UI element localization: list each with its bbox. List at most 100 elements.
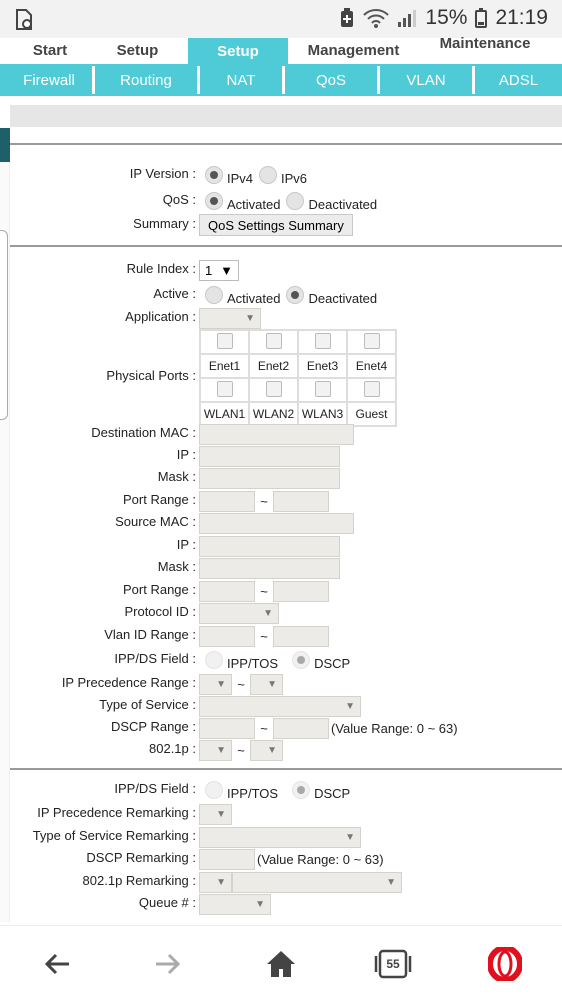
opera-menu-button[interactable] xyxy=(485,944,525,984)
dot1p-remark-extra-select[interactable]: ▼ xyxy=(232,871,402,893)
subtab-nat[interactable]: NAT xyxy=(197,66,282,94)
subtab-routing[interactable]: Routing xyxy=(92,66,197,94)
rule-deactivated-label: Deactivated xyxy=(308,290,378,306)
ipv6-radio[interactable] xyxy=(259,166,278,184)
subtab-firewall[interactable]: Firewall xyxy=(23,71,75,89)
subtab-vlan[interactable]: VLAN xyxy=(377,66,472,94)
dest-port-range-row: Port Range : ~ xyxy=(10,490,562,512)
dscp-remark-input[interactable] xyxy=(199,848,255,870)
ip-prec-start-select[interactable]: ▼ xyxy=(199,673,232,695)
queue-row: Queue # : ▼ xyxy=(10,893,562,915)
tab-setup[interactable]: Setup xyxy=(116,41,159,59)
dest-port-start-input[interactable] xyxy=(199,490,255,512)
battery-percent: 15% xyxy=(425,6,468,29)
source-port-start-input[interactable] xyxy=(199,580,255,602)
dest-mask-input[interactable] xyxy=(199,467,340,489)
dest-ip-input[interactable] xyxy=(199,445,340,467)
wlan1-label: WLAN1 xyxy=(199,401,250,427)
wlan3-checkbox[interactable] xyxy=(314,380,331,397)
protocol-id-label: Protocol ID : xyxy=(124,604,196,619)
battery-saver-icon xyxy=(341,8,354,27)
wlan1-checkbox[interactable] xyxy=(216,380,233,397)
side-drawer-handle[interactable] xyxy=(0,230,8,420)
source-mac-label: Source MAC : xyxy=(115,514,196,529)
remark-ipp-tos-radio[interactable] xyxy=(205,781,223,799)
guest-label: Guest xyxy=(346,401,397,427)
vlan-id-range-label: Vlan ID Range : xyxy=(104,627,196,642)
qos-deactivated-radio[interactable] xyxy=(286,192,305,210)
guest-checkbox[interactable] xyxy=(363,380,380,397)
enet2-checkbox[interactable] xyxy=(265,332,282,349)
qos-label: QoS : xyxy=(162,192,196,207)
dscp-remark-row: DSCP Remarking : (Value Range: 0 ~ 63) xyxy=(10,848,562,870)
source-port-range-row: Port Range : ~ xyxy=(10,580,562,602)
rule-index-select[interactable]: 1 ▼ xyxy=(199,259,239,281)
ip-prec-remark-select[interactable]: ▼ xyxy=(199,803,232,825)
application-select[interactable]: ▼ xyxy=(199,307,261,329)
ip-prec-end-select[interactable]: ▼ xyxy=(250,673,283,695)
dscp-range-label: DSCP Range : xyxy=(110,719,196,734)
enet4-checkbox[interactable] xyxy=(363,332,380,349)
queue-select[interactable]: ▼ xyxy=(199,893,271,915)
enet3-checkbox[interactable] xyxy=(314,332,331,349)
dot1p-label: 802.1p : xyxy=(149,741,196,756)
protocol-id-row: Protocol ID : ▼ xyxy=(10,602,562,624)
home-button[interactable] xyxy=(261,944,301,984)
protocol-id-select[interactable]: ▼ xyxy=(199,602,279,624)
source-ip-label: IP : xyxy=(176,537,196,552)
battery-icon xyxy=(475,8,488,28)
qos-settings-summary-button[interactable]: QoS Settings Summary xyxy=(199,214,353,236)
ipp-tos-label: IPP/TOS xyxy=(227,655,279,671)
source-ip-input[interactable] xyxy=(199,535,340,557)
dot1p-remark-label: 802.1p Remarking : xyxy=(82,873,196,888)
ipv6-label: IPv6 xyxy=(281,170,308,186)
tos-remark-label: Type of Service Remarking : xyxy=(32,828,196,843)
ip-prec-range-row: IP Precedence Range : ▼ ~ ▼ xyxy=(10,673,562,695)
ipp-tos-radio[interactable] xyxy=(205,651,223,669)
enet1-checkbox[interactable] xyxy=(216,332,233,349)
dot1p-end-select[interactable]: ▼ xyxy=(250,739,283,761)
rule-deactivated-radio[interactable] xyxy=(286,286,305,304)
home-icon xyxy=(267,951,295,977)
tab-management[interactable]: Management xyxy=(307,41,400,59)
tabs-button[interactable]: 55 xyxy=(373,944,413,984)
remark-dscp-radio[interactable] xyxy=(292,781,311,799)
ipv4-radio[interactable] xyxy=(205,166,223,184)
dscp-remark-label: DSCP Remarking : xyxy=(86,850,196,865)
subtab-adsl[interactable]: ADSL xyxy=(472,66,562,94)
source-mac-input[interactable] xyxy=(199,512,354,534)
dest-mask-label: Mask : xyxy=(157,469,196,484)
side-strip xyxy=(0,162,10,922)
dot1p-start-select[interactable]: ▼ xyxy=(199,739,232,761)
subtab-qos[interactable]: QoS xyxy=(282,66,377,94)
vlan-id-start-input[interactable] xyxy=(199,625,255,647)
back-button[interactable] xyxy=(37,944,77,984)
dot1p-remark-select[interactable]: ▼ xyxy=(199,871,232,893)
tab-maintenance[interactable]: Maintenance xyxy=(439,34,531,52)
dest-mask-row: Mask : xyxy=(10,467,562,489)
source-ip-row: IP : xyxy=(10,535,562,557)
dscp-end-input[interactable] xyxy=(273,717,329,739)
dscp-start-input[interactable] xyxy=(199,717,255,739)
ipp-ds-row: IPP/DS Field : IPP/TOS DSCP xyxy=(10,649,562,671)
range-tilde: ~ xyxy=(237,742,245,758)
dot1p-remark-row: 802.1p Remarking : ▼ ▼ xyxy=(10,871,562,893)
dest-mac-input[interactable] xyxy=(199,423,354,445)
source-port-end-input[interactable] xyxy=(273,580,329,602)
forward-button[interactable] xyxy=(148,944,188,984)
tab-setup-active[interactable]: Setup xyxy=(188,38,288,64)
tos-select[interactable]: ▼ xyxy=(199,695,361,717)
qos-activated-radio[interactable] xyxy=(205,192,223,210)
remark-ipp-tos-label: IPP/TOS xyxy=(227,785,279,801)
wlan2-checkbox[interactable] xyxy=(265,380,282,397)
dscp-range-row: DSCP Range : ~ (Value Range: 0 ~ 63) xyxy=(10,717,562,739)
dscp-radio[interactable] xyxy=(292,651,311,669)
vlan-id-end-input[interactable] xyxy=(273,625,329,647)
tab-start[interactable]: Start xyxy=(32,41,68,59)
rule-activated-radio[interactable] xyxy=(205,286,223,304)
tos-remark-select[interactable]: ▼ xyxy=(199,826,361,848)
application-label: Application : xyxy=(125,309,196,324)
ipp-ds-label: IPP/DS Field : xyxy=(114,651,196,666)
source-mask-input[interactable] xyxy=(199,557,340,579)
dest-port-end-input[interactable] xyxy=(273,490,329,512)
